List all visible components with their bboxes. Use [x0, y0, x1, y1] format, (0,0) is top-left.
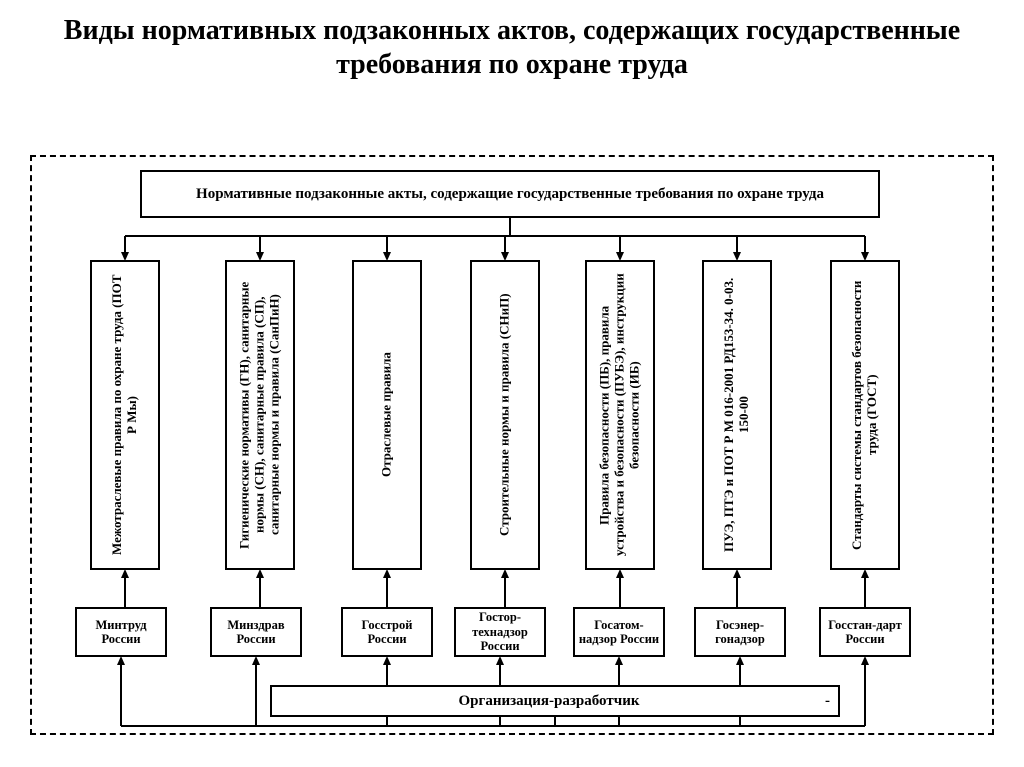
ministry-box-3: Гостор-технадзор России [454, 607, 546, 657]
column-box-3: Строительные нормы и правила (СНиП) [470, 260, 540, 570]
column-box-5: ПУЭ, ПТЭ и ПОТ Р М 016-2001 РД153-34. 0-… [702, 260, 772, 570]
org-dash-icon: - [818, 693, 830, 710]
column-box-0: Межотраслевые правила по охране труда (П… [90, 260, 160, 570]
org-box: Организация-разработчик- [270, 685, 840, 717]
org-label: Организация-разработчик [280, 693, 818, 710]
column-box-4: Правила безопасности (ПБ), правила устро… [585, 260, 655, 570]
ministry-box-2: Госстрой России [341, 607, 433, 657]
header-box: Нормативные подзаконные акты, содержащие… [140, 170, 880, 218]
ministry-box-0: Минтруд России [75, 607, 167, 657]
ministry-box-6: Госстан-дарт России [819, 607, 911, 657]
column-box-6: Стандарты системы стандартов безопасност… [830, 260, 900, 570]
ministry-box-1: Минздрав России [210, 607, 302, 657]
column-box-1: Гигиенические нормативы (ГН), санитарные… [225, 260, 295, 570]
ministry-box-4: Госатом-надзор России [573, 607, 665, 657]
ministry-box-5: Госэнер-гонадзор [694, 607, 786, 657]
page-title: Виды нормативных подзаконных актов, соде… [0, 0, 1024, 91]
column-box-2: Отраслевые правила [352, 260, 422, 570]
